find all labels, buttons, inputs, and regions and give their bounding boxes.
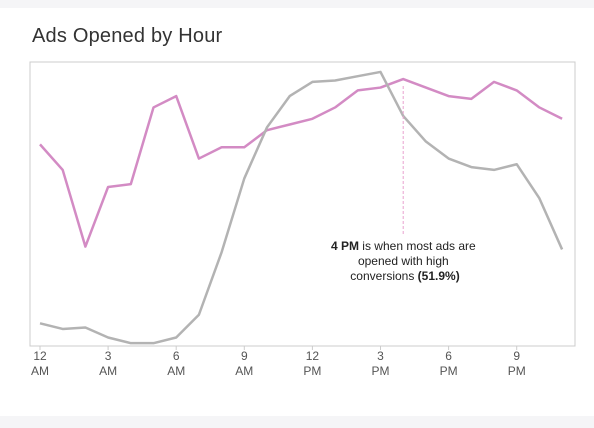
x-tick-label: 12 <box>306 349 320 363</box>
x-tick-label: 6 <box>445 349 452 363</box>
annotation-highlight-hour: 4 PM <box>331 239 359 253</box>
annotation-line2-text: opened with high <box>358 254 449 268</box>
x-tick-label: AM <box>235 364 253 378</box>
x-tick-label: 3 <box>377 349 384 363</box>
plot-frame <box>29 61 576 347</box>
chart-title: Ads Opened by Hour <box>32 25 223 47</box>
x-tick-label: AM <box>99 364 117 378</box>
annotation-highlight-value: (51.9%) <box>418 269 460 283</box>
x-tick-label: 9 <box>513 349 520 363</box>
annotation-line3-text: conversions <box>350 269 417 283</box>
annotation-line1-text: is when most ads are <box>359 239 476 253</box>
x-tick-label: PM <box>303 364 321 378</box>
x-tick-label: AM <box>31 364 49 378</box>
x-tick-label: 6 <box>173 349 180 363</box>
x-tick-label: PM <box>440 364 458 378</box>
x-tick-label: 12 <box>33 349 47 363</box>
x-tick-label: PM <box>372 364 390 378</box>
x-tick-label: 9 <box>241 349 248 363</box>
x-tick-label: PM <box>508 364 526 378</box>
x-tick-label: AM <box>167 364 185 378</box>
x-tick-label: 3 <box>105 349 112 363</box>
series-line-1 <box>39 77 563 248</box>
series-line-2 <box>39 70 564 345</box>
annotation-text: 4 PM is when most ads are opened with hi… <box>331 239 479 283</box>
